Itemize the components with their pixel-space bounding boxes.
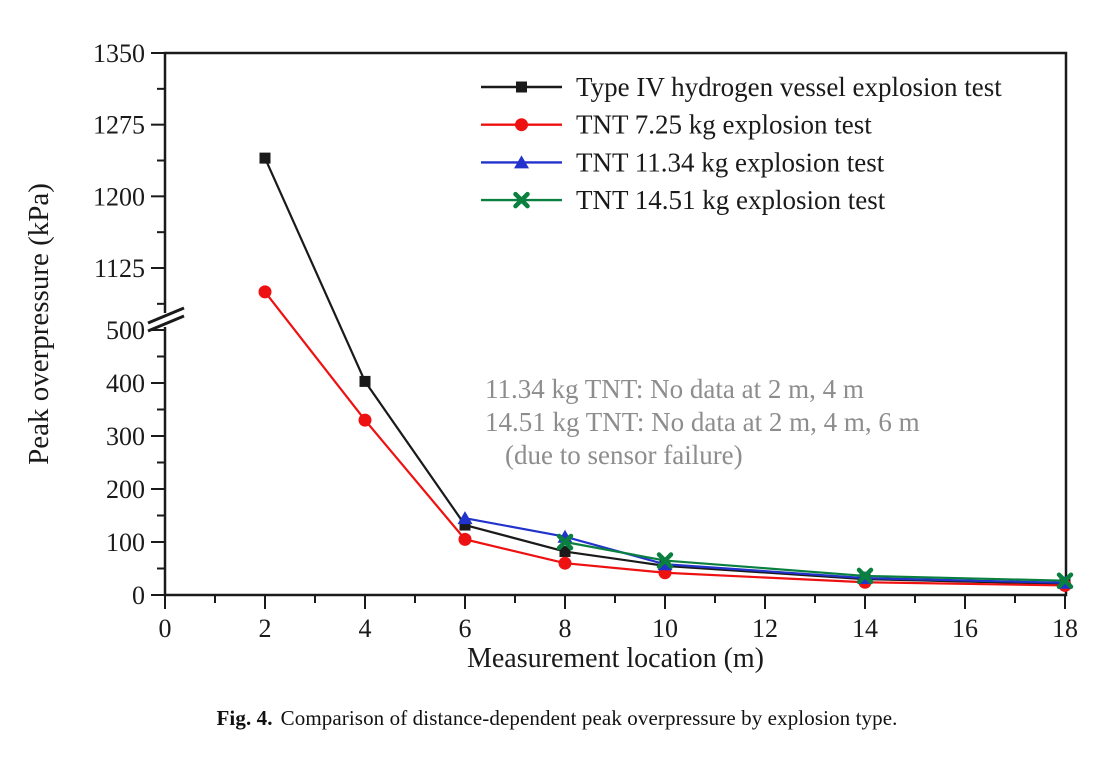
y-tick-label: 300	[106, 422, 145, 451]
axis-break-icon	[147, 306, 185, 333]
annotation-line: 14.51 kg TNT: No data at 2 m, 4 m, 6 m	[485, 407, 920, 437]
x-tick-label: 10	[652, 614, 678, 643]
legend-label: TNT 11.34 kg explosion test	[576, 147, 885, 177]
series-line	[264, 291, 1066, 587]
legend: Type IV hydrogen vessel explosion test TN…	[481, 72, 1002, 215]
data-point-marker	[514, 155, 529, 169]
y-tick-label: 400	[106, 369, 145, 398]
x-axis-title: Measurement location (m)	[467, 643, 764, 674]
legend-label: TNT 7.25 kg explosion test	[576, 110, 872, 140]
x-tick-label: 8	[559, 614, 572, 643]
data-point-marker	[259, 152, 271, 164]
data-point-marker	[515, 118, 528, 132]
x-tick-label: 12	[752, 614, 778, 643]
data-point-marker	[516, 81, 527, 93]
legend-label: Type IV hydrogen vessel explosion test	[576, 72, 1002, 102]
y-axis: 0 100 200 300 400 500 1125 1200 1275 1350	[93, 39, 165, 610]
data-point-marker	[358, 413, 372, 427]
y-tick-label: 500	[106, 316, 145, 345]
annotation-line: 11.34 kg TNT: No data at 2 m, 4 m	[485, 374, 864, 404]
data-point-marker	[1056, 572, 1074, 589]
x-tick-label: 18	[1052, 614, 1078, 643]
x-tick-label: 0	[159, 614, 172, 643]
y-tick-label: 1200	[93, 182, 145, 211]
data-point-marker	[513, 191, 530, 209]
annotation-text: 11.34 kg TNT: No data at 2 m, 4 m14.51 k…	[485, 374, 920, 470]
x-tick-label: 16	[952, 614, 978, 643]
series-0	[259, 152, 1071, 590]
data-point-marker	[856, 567, 874, 585]
annotation-line: (due to sensor failure)	[505, 440, 743, 470]
y-axis-title: Peak overpressure (kPa)	[23, 183, 55, 465]
y-tick-label: 1350	[93, 39, 145, 68]
legend-item: Type IV hydrogen vessel explosion test	[481, 72, 1002, 102]
legend-label: TNT 14.51 kg explosion test	[576, 185, 886, 215]
x-tick-label: 14	[852, 614, 878, 643]
x-tick-label: 2	[259, 614, 272, 643]
y-tick-label: 0	[132, 581, 145, 610]
legend-item: TNT 7.25 kg explosion test	[481, 110, 872, 140]
data-point-marker	[559, 546, 571, 558]
y-tick-label: 200	[106, 475, 145, 504]
data-point-marker	[558, 556, 572, 570]
x-tick-label: 6	[459, 614, 472, 643]
figure-caption-text: Comparison of distance-dependent peak ov…	[280, 706, 898, 730]
series-3	[556, 533, 1074, 589]
data-point-marker	[556, 533, 574, 551]
data-point-marker	[458, 532, 472, 546]
data-point-marker	[258, 285, 272, 299]
data-point-marker	[459, 519, 471, 531]
y-tick-label: 1125	[94, 254, 145, 283]
figure-caption: Fig. 4. Comparison of distance-dependent …	[0, 706, 1114, 731]
legend-item: TNT 14.51 kg explosion test	[481, 185, 886, 215]
y-tick-label: 1275	[93, 111, 145, 140]
data-point-marker	[359, 375, 371, 387]
y-tick-label: 100	[106, 528, 145, 557]
series-line	[263, 157, 1066, 585]
series-line	[564, 540, 1066, 582]
x-tick-label: 4	[359, 614, 372, 643]
overpressure-line-chart: 0 100 200 300 400 500 1125 1200 1275 1350 0 2 4 6 8 10 1…	[23, 39, 1078, 674]
legend-item: TNT 11.34 kg explosion test	[481, 147, 885, 177]
series-1	[258, 285, 1072, 592]
data-point-marker	[656, 552, 674, 569]
figure-caption-label: Fig. 4.	[216, 706, 273, 730]
data-point-marker	[457, 511, 473, 525]
x-axis: 0 2 4 6 8 10 12 14 16 18	[159, 595, 1078, 643]
